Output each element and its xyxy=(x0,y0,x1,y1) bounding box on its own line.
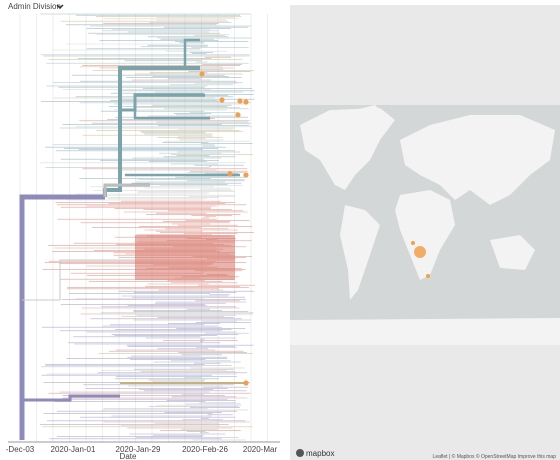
tip-marker xyxy=(227,171,233,177)
location-marker[interactable] xyxy=(414,246,426,258)
trunk-branch xyxy=(120,93,205,112)
map-panel: mapbox Leaflet | © Mapbox © OpenStreetMa… xyxy=(290,5,560,460)
axis-label: -Dec-03 xyxy=(6,445,35,454)
tip-marker xyxy=(199,71,205,77)
mapbox-logo: mapbox xyxy=(306,449,334,458)
tip-marker xyxy=(243,380,249,386)
trunk-branch xyxy=(133,110,210,120)
axis-label: 2020-Feb-26 xyxy=(182,445,228,454)
tip-marker xyxy=(243,172,249,178)
land xyxy=(290,105,560,345)
tip-marker xyxy=(243,99,249,105)
mapbox-logo-icon xyxy=(296,449,304,457)
tree-panel xyxy=(8,13,280,443)
trunk-branch xyxy=(22,394,120,402)
dropdown-caret[interactable] xyxy=(56,4,64,10)
tip-marker xyxy=(235,112,241,118)
clade-block xyxy=(135,235,235,280)
trunk-branch xyxy=(22,259,135,301)
tip-marker xyxy=(219,97,225,103)
axis-title: Date xyxy=(120,452,137,460)
axis-label: 2020-Mar xyxy=(243,445,278,454)
color-by-dropdown[interactable]: Admin Division xyxy=(8,2,61,11)
trunk-branch xyxy=(103,183,150,197)
axis-label: 2020-Jan-29 xyxy=(116,445,161,454)
trunk-branch xyxy=(183,38,200,68)
location-marker[interactable] xyxy=(411,241,415,245)
axis-label: 2020-Jan-01 xyxy=(51,445,96,454)
map-attribution[interactable]: Leaflet | © Mapbox © OpenStreetMap Impro… xyxy=(433,453,557,460)
date-axis: -Dec-03 2020-Jan-01 2020-Jan-29 2020-Feb-26… xyxy=(6,445,278,454)
location-marker[interactable] xyxy=(426,274,430,278)
trunk-branch xyxy=(19,194,105,440)
tip-marker xyxy=(237,98,243,104)
